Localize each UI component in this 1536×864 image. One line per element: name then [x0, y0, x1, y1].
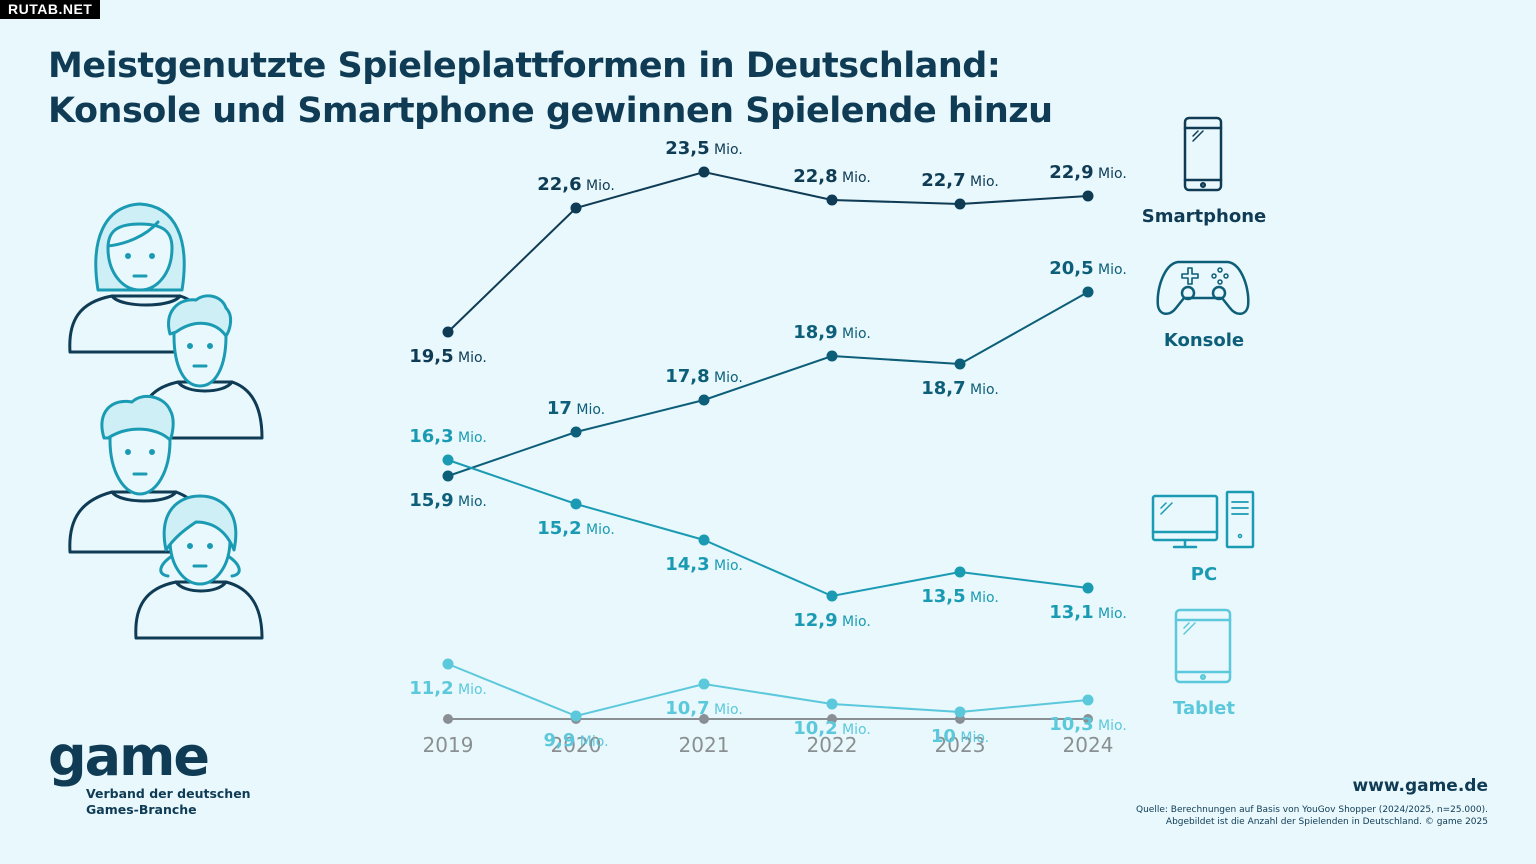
data-point [570, 426, 582, 438]
data-label: 13,1 Mio. [1049, 602, 1127, 623]
data-point [954, 198, 966, 210]
legend-tablet: Tablet [1173, 698, 1235, 719]
series-smartphone: 19,5 Mio. 22,6 Mio. 23,5 Mio. 22,8 Mio. 22,7… [409, 138, 1127, 367]
data-label: 10,3 Mio. [1049, 714, 1127, 735]
data-label: 11,2 Mio. [409, 678, 487, 699]
gamepad-icon [1156, 260, 1250, 315]
series-line [447, 291, 1089, 477]
person-woman-2 [134, 494, 264, 640]
x-tick-dot [827, 714, 837, 724]
x-tick-label: 2022 [807, 733, 858, 757]
x-tick-dot [1083, 714, 1093, 724]
game-logo: game Verband der deutschen Games-Branche [48, 725, 251, 818]
logo-subtitle: Verband der deutschen Games-Branche [86, 786, 251, 818]
data-label: 17 Mio. [547, 398, 605, 419]
data-point [954, 706, 966, 718]
people-illustration [68, 202, 264, 640]
data-point [442, 470, 454, 482]
legend-konsole: Konsole [1164, 330, 1244, 351]
title-line-1: Meistgenutzte Spieleplattformen in Deuts… [48, 46, 1001, 86]
data-label: 20,5 Mio. [1049, 258, 1127, 279]
series-tablet: 11,2 Mio. 9,9 Mio. 10,7 Mio. 10,2 Mio. 10 Mi… [409, 658, 1127, 751]
x-tick-label: 2021 [679, 733, 730, 757]
data-point [698, 394, 710, 406]
smartphone-icon [1183, 116, 1223, 192]
data-point [826, 698, 838, 710]
series-line [447, 663, 1089, 718]
pc-icon [1151, 490, 1255, 549]
data-point [1082, 694, 1094, 706]
data-label: 10 Mio. [931, 726, 989, 747]
logo-subtitle-line-2: Games-Branche [86, 802, 197, 817]
data-point [954, 566, 966, 578]
legend-smartphone: Smartphone [1142, 206, 1266, 227]
data-label: 22,9 Mio. [1049, 162, 1127, 183]
data-label: 12,9 Mio. [793, 610, 871, 631]
data-point [1082, 190, 1094, 202]
logo-subtitle-line-1: Verband der deutschen [86, 786, 251, 801]
data-point [1082, 286, 1094, 298]
data-point [442, 326, 454, 338]
data-point [698, 678, 710, 690]
data-point [698, 534, 710, 546]
x-tick-label: 2019 [423, 733, 474, 757]
data-label: 10,7 Mio. [665, 698, 743, 719]
data-label: 16,3 Mio. [409, 426, 487, 447]
data-label: 13,5 Mio. [921, 586, 999, 607]
data-label: 10,2 Mio. [793, 718, 871, 739]
data-label: 23,5 Mio. [665, 138, 743, 159]
series-konsole: 15,9 Mio. 17 Mio. 17,8 Mio. 18,9 Mio. 18,7 M… [409, 258, 1127, 511]
source-note: Quelle: Berechnungen auf Basis von YouGo… [1136, 804, 1488, 828]
source-line-2: Abgebildet ist die Anzahl der Spielenden… [1165, 817, 1488, 827]
data-label: 9,9 Mio. [543, 730, 608, 751]
data-label: 18,7 Mio. [921, 378, 999, 399]
data-label: 22,8 Mio. [793, 166, 871, 187]
data-label: 18,9 Mio. [793, 322, 871, 343]
data-point [442, 454, 454, 466]
legend-pc: PC [1191, 564, 1217, 585]
data-point [570, 710, 582, 722]
tablet-icon [1174, 608, 1232, 684]
x-tick-label: 2024 [1063, 733, 1114, 757]
series-line [447, 459, 1089, 598]
data-point [954, 358, 966, 370]
data-label: 14,3 Mio. [665, 554, 743, 575]
data-point [442, 658, 454, 670]
data-label: 22,7 Mio. [921, 170, 999, 191]
x-tick-dot [699, 714, 709, 724]
watermark: RUTAB.NET [0, 0, 101, 19]
data-label: 17,8 Mio. [665, 366, 743, 387]
data-point [698, 166, 710, 178]
logo-wordmark: game [48, 725, 210, 788]
x-tick-label: 2020 [551, 733, 602, 757]
x-tick-label: 2023 [935, 733, 986, 757]
data-point [826, 194, 838, 206]
data-label: 22,6 Mio. [537, 174, 615, 195]
data-point [826, 590, 838, 602]
data-label: 15,2 Mio. [537, 518, 615, 539]
x-tick-dot [443, 714, 453, 724]
title-line-2: Konsole und Smartphone gewinnen Spielend… [48, 91, 1053, 131]
data-point [1082, 582, 1094, 594]
series-pc: 16,3 Mio. 15,2 Mio. 14,3 Mio. 12,9 Mio. 13,5… [409, 426, 1127, 631]
data-point [570, 202, 582, 214]
series-layer: 19,5 Mio. 22,6 Mio. 23,5 Mio. 22,8 Mio. 22,7… [409, 138, 1127, 751]
x-axis: 2019 2020 2021 2022 2023 2024 [423, 714, 1114, 757]
chart-title: Meistgenutzte Spieleplattformen in Deuts… [48, 44, 1053, 134]
source-line-1: Quelle: Berechnungen auf Basis von YouGo… [1136, 805, 1488, 815]
data-point [570, 498, 582, 510]
series-line [447, 170, 1089, 333]
data-label: 15,9 Mio. [409, 490, 487, 511]
website-link[interactable]: www.game.de [1352, 776, 1488, 796]
data-point [826, 350, 838, 362]
data-label: 19,5 Mio. [409, 346, 487, 367]
